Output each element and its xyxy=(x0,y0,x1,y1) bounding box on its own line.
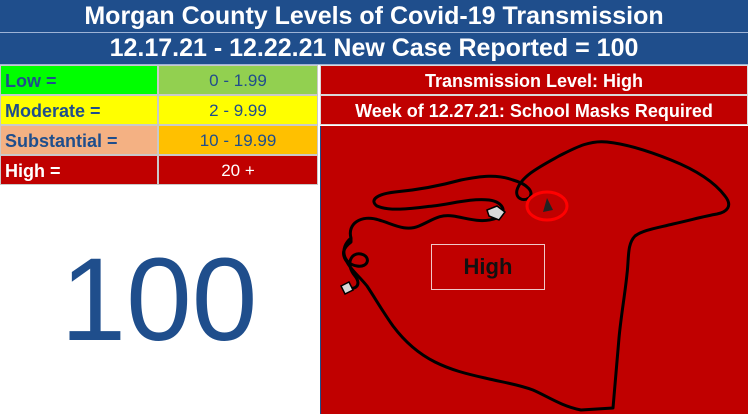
legend-row-high: High = 20 + xyxy=(0,155,318,185)
legend-label: High = xyxy=(0,155,158,185)
highlight-circle xyxy=(525,190,569,222)
legend-row-low: Low = 0 - 1.99 xyxy=(0,65,318,95)
legend-row-moderate: Moderate = 2 - 9.99 xyxy=(0,95,318,125)
legend-range: 10 - 19.99 xyxy=(158,125,318,155)
transmission-level-status: Transmission Level: High xyxy=(320,65,748,95)
legend-range: 0 - 1.99 xyxy=(158,65,318,95)
legend-label: Low = xyxy=(0,65,158,95)
case-count: 100 xyxy=(60,234,258,366)
legend-range: 20 + xyxy=(158,155,318,185)
page-title: Morgan County Levels of Covid-19 Transmi… xyxy=(84,2,664,30)
county-outline xyxy=(342,140,731,412)
page-subtitle: 12.17.21 - 12.22.21 New Case Reported = … xyxy=(0,32,748,63)
county-map-svg xyxy=(339,140,731,412)
marker-shape xyxy=(543,198,553,212)
map-level-label: High xyxy=(431,244,545,290)
school-notice: Week of 12.27.21: School Masks Required xyxy=(320,95,748,125)
legend-range: 2 - 9.99 xyxy=(158,95,318,125)
white-patch-south xyxy=(339,280,355,296)
legend-label: Substantial = xyxy=(0,125,158,155)
white-patch-north xyxy=(486,205,507,221)
legend-label: Moderate = xyxy=(0,95,158,125)
county-map: High xyxy=(320,126,748,414)
title-bar: Morgan County Levels of Covid-19 Transmi… xyxy=(0,0,748,65)
inner-river-outline xyxy=(342,236,369,290)
legend-row-substantial: Substantial = 10 - 19.99 xyxy=(0,125,318,155)
